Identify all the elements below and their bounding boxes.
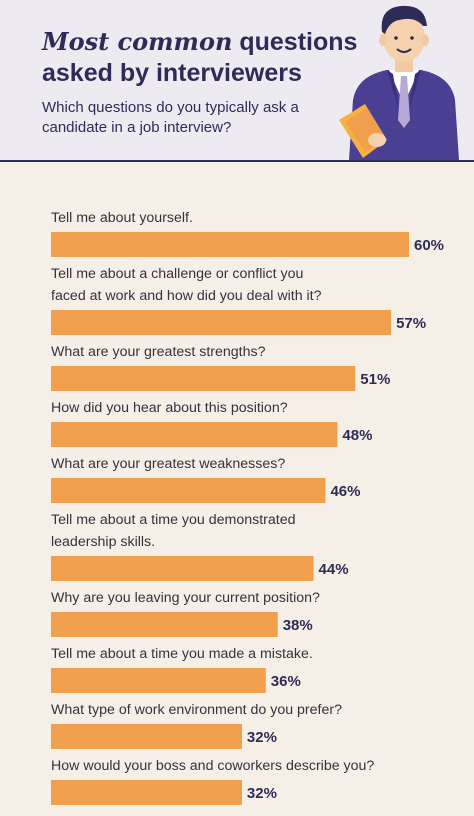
bar-chart: Tell me about yourself. 60% Tell me about … [51, 210, 444, 805]
category-label: What type of work environment do you pre… [51, 702, 342, 718]
page-title: Most common questions asked by interviewe… [42, 26, 357, 89]
bar [51, 366, 356, 391]
bar [51, 232, 409, 257]
value-label: 51% [360, 371, 390, 388]
value-label: 60% [414, 237, 444, 254]
category-label: Tell me about a challenge or conflict yo… [51, 266, 303, 282]
category-label: faced at work and how did you deal with … [51, 288, 322, 304]
category-label: Tell me about yourself. [51, 210, 193, 226]
bar [51, 422, 338, 447]
bar [51, 310, 392, 335]
bar [51, 612, 278, 637]
category-label: What are your greatest weaknesses? [51, 456, 285, 472]
bar [51, 780, 242, 805]
bar [51, 668, 266, 693]
value-label: 57% [396, 315, 426, 332]
header-panel: Most common questions asked by interviewe… [0, 0, 474, 162]
bar [51, 556, 314, 581]
businessman-illustration [339, 5, 459, 160]
value-label: 46% [330, 483, 360, 500]
category-label: What are your greatest strengths? [51, 344, 266, 360]
value-label: 36% [271, 673, 301, 690]
category-label: leadership skills. [51, 534, 155, 550]
value-label: 32% [247, 785, 277, 802]
category-label: Why are you leaving your current positio… [51, 590, 320, 606]
page-subtitle: Which questions do you typically ask a c… [42, 99, 299, 136]
category-label: Tell me about a time you made a mistake. [51, 646, 313, 662]
value-label: 38% [283, 617, 313, 634]
value-label: 44% [319, 561, 349, 578]
bar [51, 724, 242, 749]
bar [51, 478, 326, 503]
title-emphasis: Most common [42, 27, 233, 56]
category-label: How would your boss and coworkers descri… [51, 758, 374, 774]
category-label: Tell me about a time you demonstrated [51, 512, 295, 528]
title-line2: asked by interviewers [42, 59, 302, 87]
category-label: How did you hear about this position? [51, 400, 288, 416]
title-rest: questions [232, 28, 358, 56]
value-label: 32% [247, 729, 277, 746]
value-label: 48% [342, 427, 372, 444]
